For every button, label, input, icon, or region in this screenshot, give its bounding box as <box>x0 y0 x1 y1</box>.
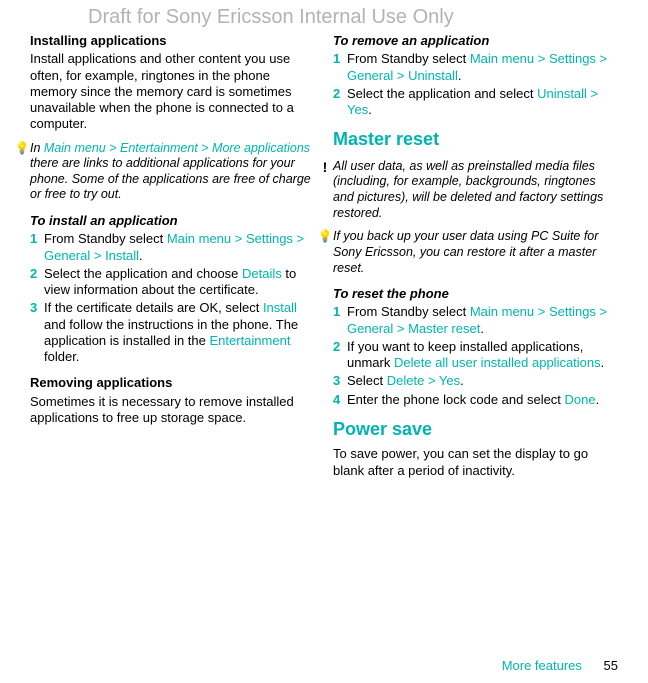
t: Select the application and choose <box>44 266 242 281</box>
t: folder. <box>44 349 79 364</box>
install-step-1: 1 From Standby select Main menu > Settin… <box>30 231 315 264</box>
para-removing-apps: Sometimes it is necessary to remove inst… <box>30 394 315 427</box>
reset-step-1: 1 From Standby select Main menu > Settin… <box>333 304 618 337</box>
install-step-3: 3 If the certificate details are OK, sel… <box>30 300 315 365</box>
t: Enter the phone lock code and select <box>347 392 565 407</box>
step-number: 1 <box>333 51 345 84</box>
draft-banner: Draft for Sony Ericsson Internal Use Onl… <box>88 6 618 29</box>
t: Select the application and select <box>347 86 537 101</box>
tip-text: If you back up your user data using PC S… <box>333 229 618 276</box>
footer-section: More features <box>502 658 582 673</box>
t: . <box>139 248 143 263</box>
step-text: From Standby select Main menu > Settings… <box>347 304 618 337</box>
t: . <box>601 355 605 370</box>
tip-pre: In <box>30 141 44 155</box>
step-number: 1 <box>333 304 345 337</box>
tip-post: there are links to additional applicatio… <box>30 156 311 201</box>
install-step-2: 2 Select the application and choose Deta… <box>30 266 315 299</box>
footer-page-number: 55 <box>604 658 618 673</box>
step-text: From Standby select Main menu > Settings… <box>347 51 618 84</box>
step-text: Select the application and select Uninst… <box>347 86 618 119</box>
link-delete-yes[interactable]: Delete > Yes <box>387 373 460 388</box>
tip-text: In Main menu > Entertainment > More appl… <box>30 141 315 204</box>
step-text: If the certificate details are OK, selec… <box>44 300 315 365</box>
step-number: 2 <box>30 266 42 299</box>
t: . <box>596 392 600 407</box>
content-columns: Installing applications Install applicat… <box>30 33 618 487</box>
tip-pc-suite: 💡 If you back up your user data using PC… <box>317 229 618 276</box>
remove-step-1: 1 From Standby select Main menu > Settin… <box>333 51 618 84</box>
para-installing-apps: Install applications and other content y… <box>30 51 315 132</box>
warning-master-reset: ! All user data, as well as preinstalled… <box>317 159 618 222</box>
t: From Standby select <box>44 231 167 246</box>
step-text: Enter the phone lock code and select Don… <box>347 392 618 408</box>
heading-power-save: Power save <box>333 418 618 441</box>
heading-removing-apps: Removing applications <box>30 375 315 391</box>
warning-icon: ! <box>317 159 333 222</box>
tip-more-applications: 💡 In Main menu > Entertainment > More ap… <box>14 141 315 204</box>
link-done[interactable]: Done <box>565 392 596 407</box>
heading-to-reset: To reset the phone <box>333 286 618 302</box>
reset-step-3: 3 Select Delete > Yes. <box>333 373 618 389</box>
lightbulb-icon: 💡 <box>317 229 333 276</box>
step-text: Select the application and choose Detail… <box>44 266 315 299</box>
remove-step-2: 2 Select the application and select Unin… <box>333 86 618 119</box>
right-column: To remove an application 1 From Standby … <box>333 33 618 487</box>
t: Select <box>347 373 387 388</box>
lightbulb-icon: 💡 <box>14 141 30 204</box>
step-number: 4 <box>333 392 345 408</box>
t: . <box>480 321 484 336</box>
step-number: 1 <box>30 231 42 264</box>
link-more-applications[interactable]: Main menu > Entertainment > More applica… <box>44 141 310 155</box>
t: . <box>368 102 372 117</box>
para-power-save: To save power, you can set the display t… <box>333 446 618 479</box>
heading-master-reset: Master reset <box>333 128 618 151</box>
link-details[interactable]: Details <box>242 266 282 281</box>
step-number: 3 <box>30 300 42 365</box>
t: From Standby select <box>347 51 470 66</box>
step-number: 3 <box>333 373 345 389</box>
heading-installing-apps: Installing applications <box>30 33 315 49</box>
link-install[interactable]: Install <box>263 300 297 315</box>
heading-to-install: To install an application <box>30 213 315 229</box>
t: From Standby select <box>347 304 470 319</box>
heading-to-remove: To remove an application <box>333 33 618 49</box>
left-column: Installing applications Install applicat… <box>30 33 315 487</box>
link-delete-all[interactable]: Delete all user installed applications <box>394 355 601 370</box>
page-footer: More features 55 <box>502 658 618 673</box>
reset-step-4: 4 Enter the phone lock code and select D… <box>333 392 618 408</box>
t: . <box>460 373 464 388</box>
link-entertainment[interactable]: Entertainment <box>210 333 291 348</box>
t: . <box>458 68 462 83</box>
step-number: 2 <box>333 339 345 372</box>
t: If the certificate details are OK, selec… <box>44 300 263 315</box>
step-text: Select Delete > Yes. <box>347 373 618 389</box>
reset-step-2: 2 If you want to keep installed applicat… <box>333 339 618 372</box>
step-number: 2 <box>333 86 345 119</box>
step-text: If you want to keep installed applicatio… <box>347 339 618 372</box>
warning-text: All user data, as well as preinstalled m… <box>333 159 618 222</box>
step-text: From Standby select Main menu > Settings… <box>44 231 315 264</box>
